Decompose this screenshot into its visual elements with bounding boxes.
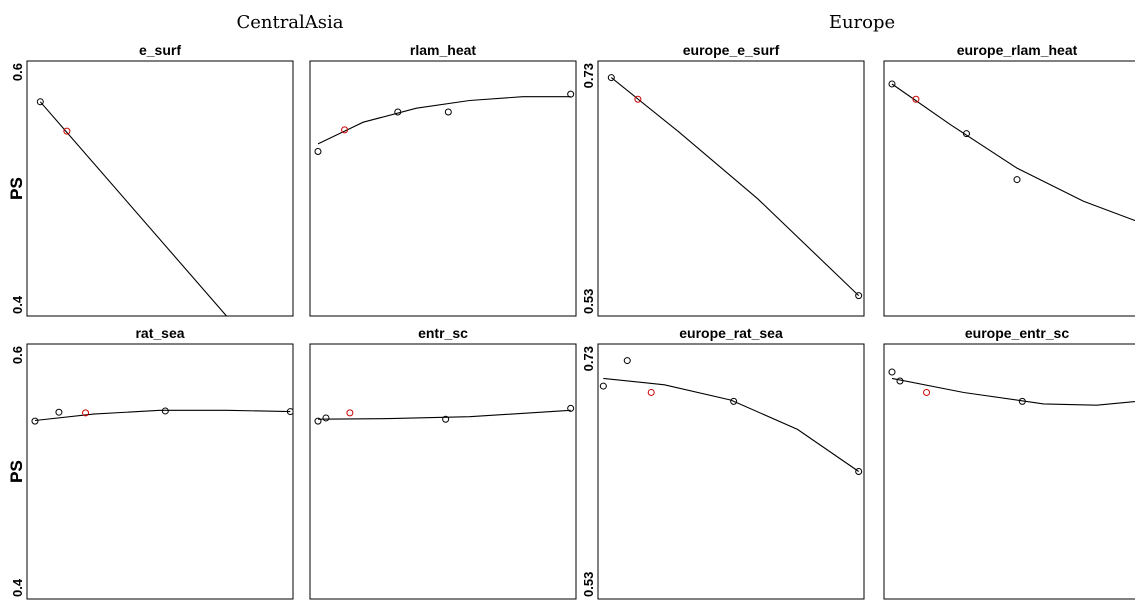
plot-area bbox=[888, 368, 1135, 406]
y-tick-label-bottom: 0.4 bbox=[10, 578, 25, 597]
data-point bbox=[896, 377, 904, 385]
highlighted-data-point bbox=[341, 126, 349, 134]
highlighted-data-point bbox=[82, 409, 90, 417]
data-point bbox=[607, 74, 615, 82]
plot-frame bbox=[883, 60, 1135, 317]
fit-curve bbox=[610, 77, 860, 296]
data-point bbox=[567, 404, 575, 412]
highlighted-data-point bbox=[346, 409, 354, 417]
group-title-europe: Europe bbox=[829, 12, 895, 33]
panel-title: rlam_heat bbox=[410, 42, 476, 58]
fit-curve bbox=[891, 377, 1135, 406]
data-point bbox=[888, 80, 896, 88]
data-point bbox=[855, 292, 863, 300]
y-axis-label: PS bbox=[7, 460, 26, 483]
plot-frame bbox=[597, 60, 865, 317]
data-point bbox=[567, 90, 575, 98]
panel-europe-rat-sea: europe_rat_sea PS 0.73 0.53 bbox=[7, 325, 865, 600]
highlighted-data-point bbox=[634, 95, 642, 103]
data-point bbox=[888, 368, 896, 376]
y-tick-label-bottom: 0.53 bbox=[581, 289, 596, 314]
panel-rlam-heat: rlam_heat bbox=[309, 42, 577, 317]
panel-europe-entr-sc: europe_entr_sc bbox=[883, 325, 1135, 600]
group-title-centralasia: CentralAsia bbox=[236, 12, 343, 33]
data-point bbox=[161, 407, 169, 415]
data-point bbox=[444, 108, 452, 116]
fit-curve bbox=[34, 409, 291, 422]
panel-rat-sea: rat_sea PS 0.6 0.4 bbox=[7, 325, 294, 600]
panel-title: entr_sc bbox=[418, 325, 468, 341]
panel-e-surf: e_surf PS 0.6 0.4 bbox=[7, 42, 294, 317]
highlighted-data-point bbox=[647, 388, 655, 396]
plot-frame bbox=[309, 343, 577, 600]
panel-europe-rlam-heat: europe_rlam_heat bbox=[883, 42, 1135, 317]
panel-entr-sc: entr_sc bbox=[309, 325, 577, 600]
highlighted-data-point bbox=[63, 127, 71, 135]
panel-europe-e-surf: europe_e_surf PS 0.73 0.53 bbox=[7, 42, 865, 317]
data-point bbox=[55, 408, 63, 416]
fit-curve bbox=[39, 101, 227, 316]
plot-area bbox=[314, 404, 575, 425]
data-point bbox=[36, 98, 44, 106]
highlighted-data-point bbox=[923, 388, 931, 396]
y-tick-label-top: 0.6 bbox=[10, 346, 25, 364]
plot-frame bbox=[883, 343, 1135, 600]
highlighted-data-point bbox=[912, 95, 920, 103]
panel-title: europe_rat_sea bbox=[679, 325, 783, 341]
data-point bbox=[286, 408, 293, 416]
panel-title: rat_sea bbox=[135, 325, 184, 341]
data-point bbox=[730, 397, 738, 405]
y-tick-label-bottom: 0.4 bbox=[10, 295, 25, 314]
data-point bbox=[31, 417, 39, 425]
data-point bbox=[442, 415, 450, 423]
data-point bbox=[623, 357, 631, 365]
plot-area bbox=[31, 407, 293, 425]
data-point bbox=[322, 414, 330, 422]
data-point bbox=[1018, 397, 1026, 405]
y-tick-label-bottom: 0.53 bbox=[581, 572, 596, 597]
panel-title: europe_e_surf bbox=[683, 42, 780, 58]
data-point bbox=[314, 148, 322, 156]
panel-title: europe_rlam_heat bbox=[957, 42, 1078, 58]
plot-frame bbox=[26, 60, 294, 317]
plot-area bbox=[314, 90, 575, 156]
data-point bbox=[1013, 176, 1021, 184]
panel-title: europe_entr_sc bbox=[965, 325, 1069, 341]
fit-curve bbox=[317, 96, 571, 145]
plot-area bbox=[888, 80, 1135, 222]
y-axis-label: PS bbox=[7, 177, 26, 200]
y-tick-label-top: 0.73 bbox=[581, 63, 596, 88]
fit-curve bbox=[317, 409, 571, 420]
panel-title: e_surf bbox=[139, 42, 181, 58]
plot-frame bbox=[309, 60, 577, 317]
plot-frame bbox=[26, 343, 294, 600]
fit-curve bbox=[603, 377, 860, 472]
plot-area bbox=[36, 98, 227, 316]
y-axis-label: PS bbox=[7, 177, 26, 200]
data-point bbox=[599, 382, 607, 390]
y-axis-label: PS bbox=[7, 460, 26, 483]
y-tick-label-top: 0.6 bbox=[10, 63, 25, 81]
data-point bbox=[394, 108, 402, 116]
data-point bbox=[962, 130, 970, 138]
data-point bbox=[314, 417, 322, 425]
plot-area bbox=[607, 74, 863, 300]
plot-frame bbox=[597, 343, 865, 600]
y-tick-label-top: 0.73 bbox=[581, 346, 596, 371]
plot-area bbox=[599, 357, 863, 475]
data-point bbox=[855, 468, 863, 475]
fit-curve bbox=[891, 83, 1135, 222]
